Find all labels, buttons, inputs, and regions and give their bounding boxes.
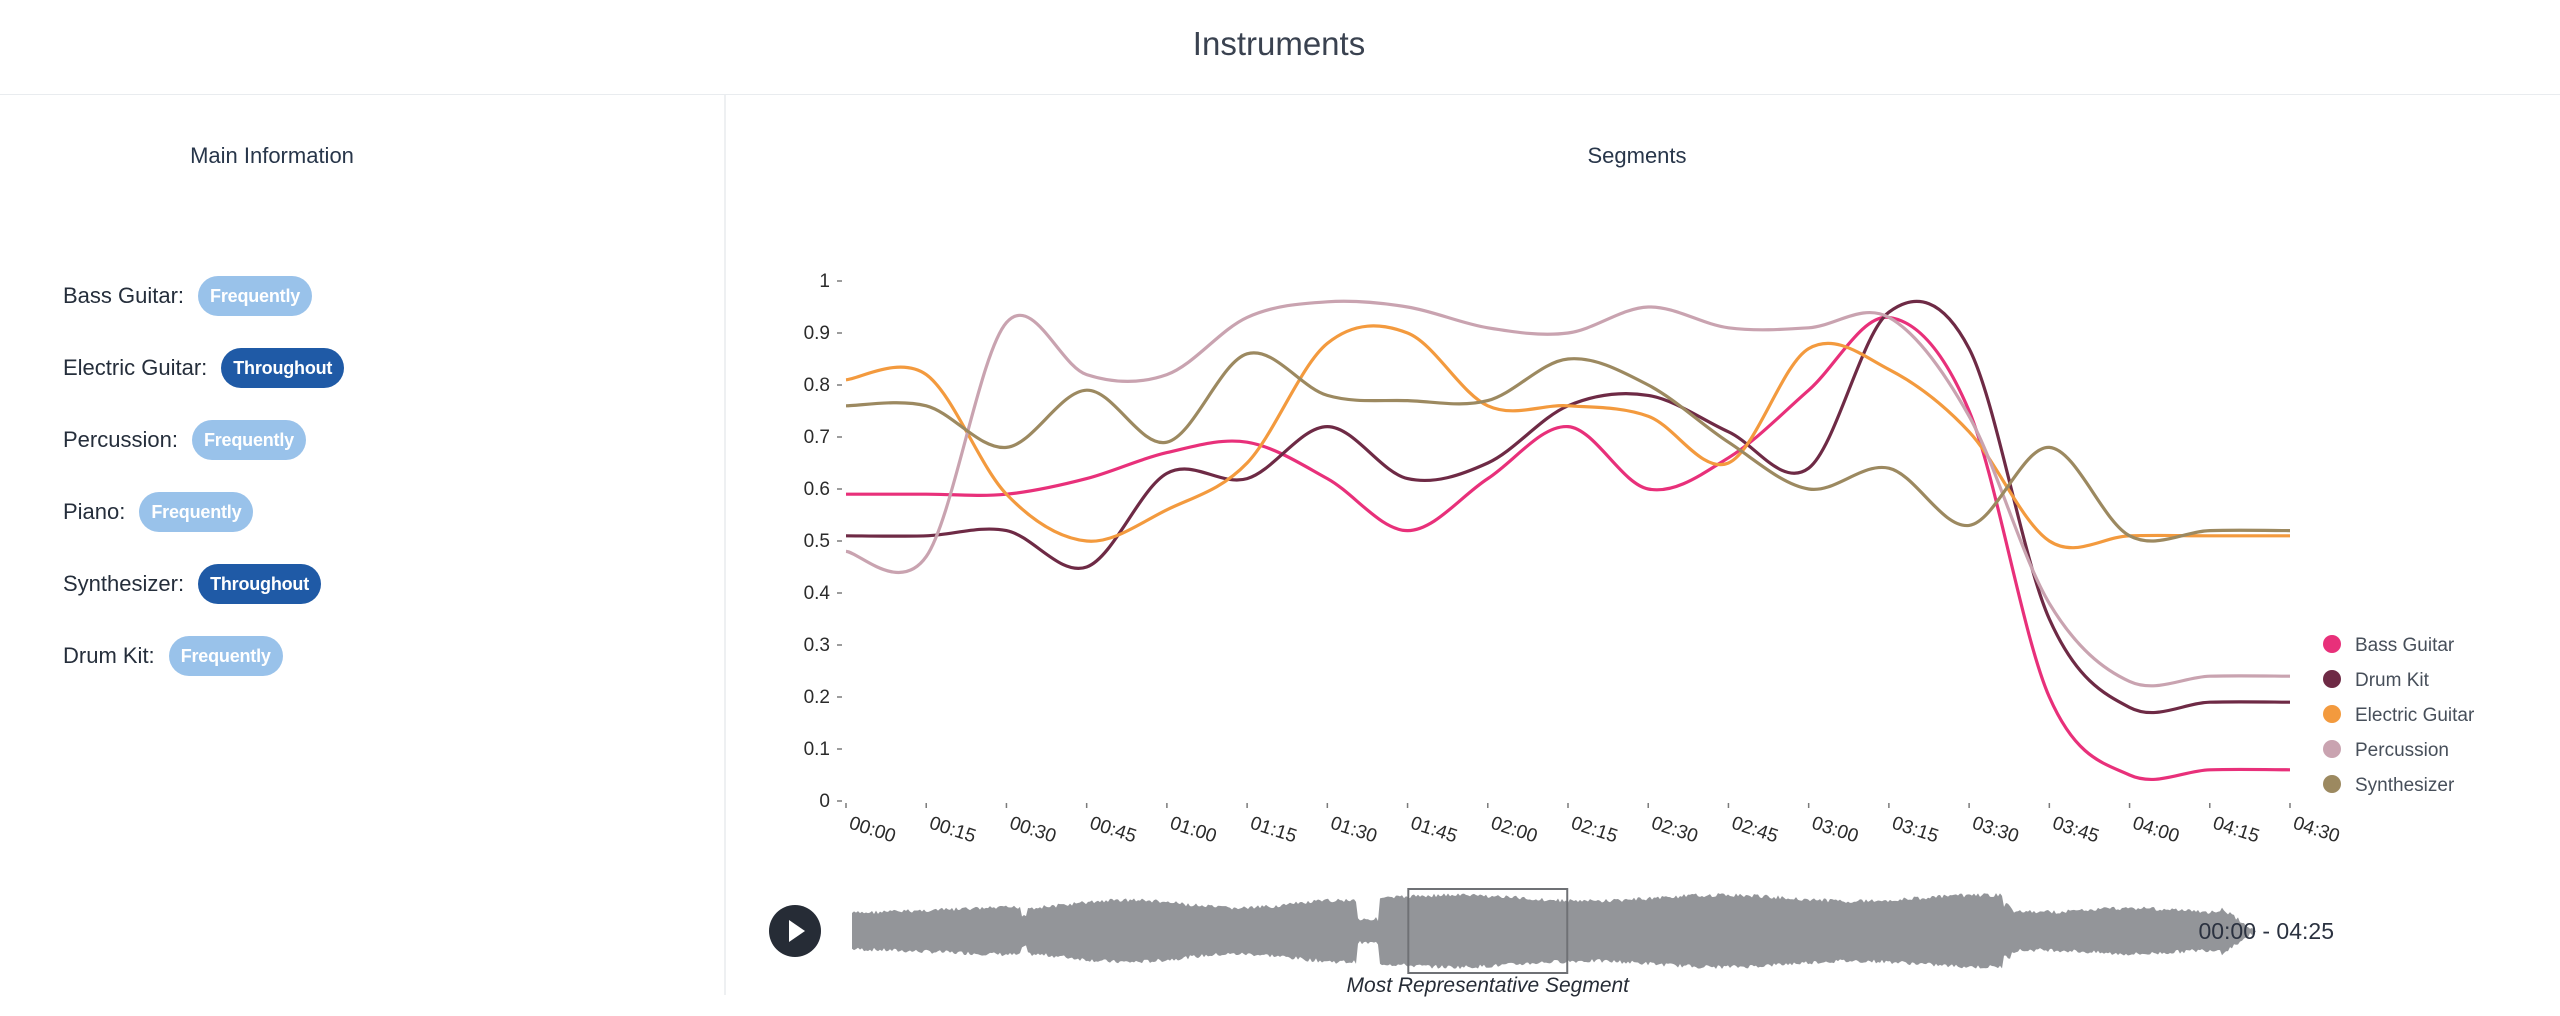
segments-chart: 0 0.1 0.2 0.3 0.4 0.5 0.6 0.7 0.8 0.9 1 00:00 00:15…: [769, 271, 2475, 997]
x-tick-label: 00:00: [846, 813, 898, 848]
series-line-bass-guitar[interactable]: [845, 315, 2291, 781]
x-tick-label: 03:15: [1889, 813, 1941, 848]
x-tick-label: 01:30: [1328, 813, 1380, 848]
y-tick-label: 0.3: [804, 635, 830, 656]
x-tick-label: 02:45: [1729, 813, 1781, 848]
instrument-row: Synthesizer: Throughout: [63, 548, 344, 620]
y-tick-label: 0: [819, 791, 830, 812]
chart-legend: Bass Guitar Drum Kit Electric Guitar Percus…: [2323, 635, 2475, 796]
play-button[interactable]: [769, 905, 821, 957]
instrument-row: Drum Kit: Frequently: [63, 620, 344, 692]
frequency-badge: Frequently: [191, 420, 306, 460]
instrument-name: Electric Guitar:: [63, 355, 208, 380]
legend-label-electric-guitar[interactable]: Electric Guitar: [2355, 705, 2475, 726]
legend-swatch-bass-guitar[interactable]: [2323, 635, 2341, 653]
segments-title: Segments: [1587, 143, 1687, 168]
instrument-name: Bass Guitar:: [63, 283, 185, 308]
x-tick-label: 02:30: [1649, 813, 1701, 848]
legend-label-percussion[interactable]: Percussion: [2355, 740, 2449, 761]
x-tick-label: 04:00: [2130, 813, 2182, 848]
instrument-name: Drum Kit:: [63, 643, 155, 668]
frequency-badge: Frequently: [198, 276, 313, 316]
segment-caption: Most Representative Segment: [1347, 974, 1631, 997]
x-tick-label: 02:15: [1568, 813, 1620, 848]
legend-label-bass-guitar[interactable]: Bass Guitar: [2355, 635, 2455, 656]
instrument-name: Synthesizer:: [63, 571, 185, 596]
play-icon: [789, 920, 805, 942]
y-tick-label: 0.9: [804, 323, 830, 344]
y-tick-label: 0.4: [804, 583, 831, 604]
frequency-badge: Throughout: [198, 564, 322, 604]
legend-swatch-percussion[interactable]: [2323, 740, 2341, 758]
x-tick-label: 02:00: [1488, 813, 1540, 848]
frequency-badge: Frequently: [168, 636, 283, 676]
time-range: 00:00 - 04:25: [2198, 918, 2334, 944]
representative-segment-box[interactable]: [1407, 888, 1569, 974]
legend-swatch-synthesizer[interactable]: [2323, 775, 2341, 793]
series-line-electric-guitar[interactable]: [845, 324, 2290, 550]
legend-label-drum-kit[interactable]: Drum Kit: [2355, 670, 2430, 691]
series-line-synthesizer[interactable]: [845, 351, 2291, 543]
instrument-name: Percussion:: [63, 427, 178, 452]
x-tick-label: 03:30: [1970, 813, 2022, 848]
waveform[interactable]: [852, 893, 2256, 969]
frequency-badge: Frequently: [139, 492, 254, 532]
frequency-badge: Throughout: [221, 348, 345, 388]
audio-player: Most Representative Segment 00:00 - 04:2…: [769, 888, 2334, 997]
y-axis: 0 0.1 0.2 0.3 0.4 0.5 0.6 0.7 0.8 0.9 1: [804, 271, 842, 812]
instrument-row: Electric Guitar: Throughout: [63, 332, 345, 404]
y-tick-label: 0.7: [804, 427, 830, 448]
main-information-panel: Main Information Bass Guitar: Frequently…: [0, 95, 726, 995]
page-title: Instruments: [1192, 25, 1366, 62]
y-tick-label: 0.8: [804, 375, 830, 396]
x-tick-label: 04:30: [2290, 813, 2342, 848]
y-tick-label: 0.6: [804, 479, 830, 500]
instrument-list: Bass Guitar: Frequently Electric Guitar:…: [63, 260, 345, 692]
page-header: Instruments: [0, 0, 2560, 95]
x-tick-label: 01:00: [1167, 813, 1219, 848]
x-tick-label: 04:15: [2210, 813, 2262, 848]
instrument-row: Bass Guitar: Frequently: [63, 260, 344, 332]
y-tick-label: 0.5: [804, 531, 830, 552]
series-line-drum-kit[interactable]: [845, 299, 2291, 715]
x-axis: 00:00 00:15 00:30 00:45 01:00 01:15 01:30 01:45…: [845, 803, 2342, 848]
x-tick-label: 00:15: [927, 813, 979, 848]
legend-label-synthesizer[interactable]: Synthesizer: [2355, 775, 2455, 796]
x-tick-label: 03:00: [1809, 813, 1861, 848]
x-tick-label: 01:45: [1408, 813, 1460, 848]
x-tick-label: 01:15: [1248, 813, 1300, 848]
y-tick-label: 1: [819, 271, 830, 292]
y-tick-label: 0.2: [804, 687, 830, 708]
x-tick-label: 00:30: [1007, 813, 1059, 848]
y-tick-label: 0.1: [804, 739, 830, 760]
legend-swatch-electric-guitar[interactable]: [2323, 705, 2341, 723]
instrument-name: Piano:: [63, 499, 126, 524]
main-information-title: Main Information: [190, 143, 354, 168]
series-lines: [845, 299, 2291, 781]
series-line-percussion[interactable]: [845, 299, 2291, 688]
instrument-row: Piano: Frequently: [63, 476, 344, 548]
legend-swatch-drum-kit[interactable]: [2323, 670, 2341, 688]
x-tick-label: 00:45: [1087, 813, 1139, 848]
waveform-shape: [852, 893, 2256, 969]
x-tick-label: 03:45: [2050, 813, 2102, 848]
segments-panel: Segments 0 0.1 0.2 0.3 0.4 0.5 0.6 0.7 0.8 0.9 1 0…: [726, 95, 2560, 1016]
instrument-row: Percussion: Frequently: [63, 404, 344, 476]
